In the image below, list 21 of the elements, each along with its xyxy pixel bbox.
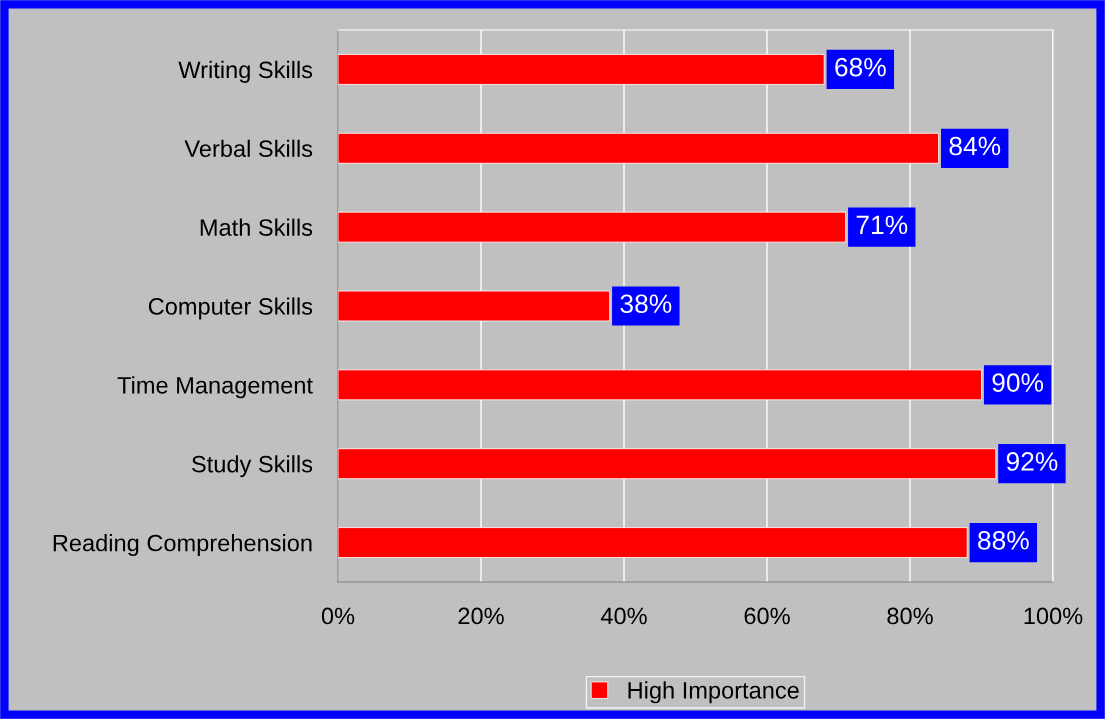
legend-label: High Importance [628, 681, 799, 704]
y-tick-label: Study Skills [192, 455, 313, 478]
data-label: 90% [992, 373, 1044, 392]
data-label: 92% [1006, 452, 1058, 471]
y-tick-label: Math Skills [200, 218, 313, 236]
y-tick-label: Writing Skills [178, 60, 313, 83]
data-label: 84% [949, 136, 1001, 156]
data-label: 38% [620, 294, 672, 314]
x-tick-label: 60% [744, 607, 790, 625]
x-tick-label: 80% [887, 607, 933, 625]
y-tick-label: Computer Skills [148, 297, 313, 320]
y-tick-label: Time Management [117, 376, 313, 399]
data-label: 68% [835, 57, 886, 77]
y-tick-label: Reading Comprehension [53, 534, 312, 557]
x-tick-label: 40% [600, 607, 647, 625]
x-tick-label: 0% [321, 607, 355, 625]
data-label: 88% [978, 530, 1029, 550]
x-tick-label: 20% [458, 607, 504, 625]
data-label: 71% [856, 215, 908, 235]
y-tick-label: Verbal Skills [184, 139, 313, 158]
x-tick-label: 100% [1024, 607, 1083, 625]
